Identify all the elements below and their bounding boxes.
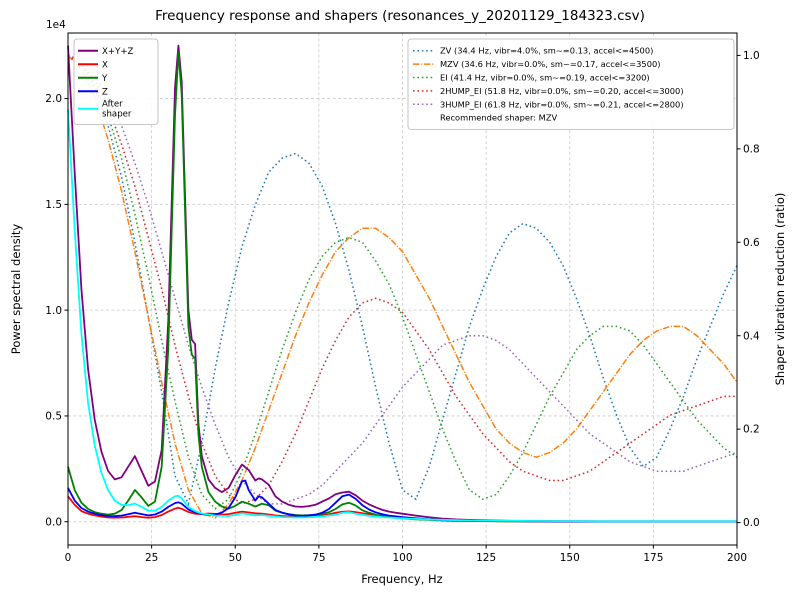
legend-item-x: X (78, 60, 108, 70)
legend-label: MZV (34.6 Hz, vibr=0.0%, sm~=0.17, accel… (440, 59, 661, 69)
legend-item-z: Z (78, 87, 108, 97)
series-mzv (67, 54, 738, 519)
legend-item-2hump_ei: 2HUMP_EI (51.8 Hz, vibr=0.0%, sm~=0.20, … (413, 86, 684, 96)
series-zv (67, 54, 738, 507)
x-tick-label: 75 (312, 552, 325, 564)
legend-item-3hump_ei: 3HUMP_EI (61.8 Hz, vibr=0.0%, sm~=0.21, … (413, 99, 684, 109)
y-tick-label-left: 0.0 (45, 516, 62, 528)
series-3hump_ei (67, 54, 738, 505)
series-after-shaper (67, 109, 737, 523)
legend-shapers: ZV (34.4 Hz, vibr=4.0%, sm~=0.13, accel<… (407, 38, 735, 130)
y-tick-label-right: 0.2 (743, 424, 760, 436)
x-tick-label: 100 (392, 552, 412, 564)
y-tick-label-left: 1.5 (45, 199, 62, 211)
legend-label: After (102, 100, 123, 110)
series-xyz (67, 44, 737, 523)
legend-item-y: Y (78, 74, 108, 84)
y-tick-label-right: 0.4 (743, 330, 760, 342)
legend-item-mzv: MZV (34.6 Hz, vibr=0.0%, sm~=0.17, accel… (413, 59, 661, 69)
y-tick-label-left: 0.5 (45, 411, 62, 423)
legend-label: ZV (34.4 Hz, vibr=4.0%, sm~=0.13, accel<… (440, 46, 653, 56)
y-tick-label-right: 1.0 (743, 50, 760, 62)
legend-label: shaper (102, 109, 132, 119)
legend-box (407, 38, 735, 130)
legend-item-xyz: X+Y+Z (78, 47, 134, 57)
y-tick-label-left: 2.0 (45, 93, 62, 105)
x-tick-label: 175 (643, 552, 663, 564)
legend-item-ei: EI (41.4 Hz, vibr=0.0%, sm~=0.19, accel<… (413, 73, 650, 83)
legend-label: EI (41.4 Hz, vibr=0.0%, sm~=0.19, accel<… (440, 73, 650, 83)
legend-label: 2HUMP_EI (51.8 Hz, vibr=0.0%, sm~=0.20, … (440, 86, 684, 96)
x-tick-label: 50 (229, 552, 242, 564)
y-tick-label-right: 0.8 (743, 143, 760, 155)
legend-label: Y (101, 74, 108, 84)
legend-recommended-shaper-note: Recommended shaper: MZV (440, 113, 558, 123)
x-axis-label: Frequency, Hz (361, 572, 443, 586)
series-ei (67, 54, 738, 510)
legend-label: X (102, 60, 108, 70)
x-tick-label: 200 (727, 552, 747, 564)
legend-item-zv: ZV (34.4 Hz, vibr=4.0%, sm~=0.13, accel<… (413, 46, 653, 56)
x-tick-label: 0 (65, 552, 72, 564)
x-tick-label: 150 (560, 552, 580, 564)
chart-title: Frequency response and shapers (resonanc… (155, 8, 645, 24)
x-tick-label: 25 (145, 552, 158, 564)
legend-label: 3HUMP_EI (61.8 Hz, vibr=0.0%, sm~=0.21, … (440, 99, 684, 109)
y-axis-offset-text: 1e4 (46, 19, 66, 31)
y-tick-label-right: 0.0 (743, 517, 760, 529)
x-tick-label: 125 (476, 552, 496, 564)
y-tick-label-left: 1.0 (45, 305, 62, 317)
legend-box (73, 38, 159, 125)
legend-label: X+Y+Z (102, 47, 134, 57)
legend-label: Z (102, 87, 108, 97)
y-tick-label-right: 0.6 (743, 237, 760, 249)
series-2hump_ei (67, 54, 737, 505)
